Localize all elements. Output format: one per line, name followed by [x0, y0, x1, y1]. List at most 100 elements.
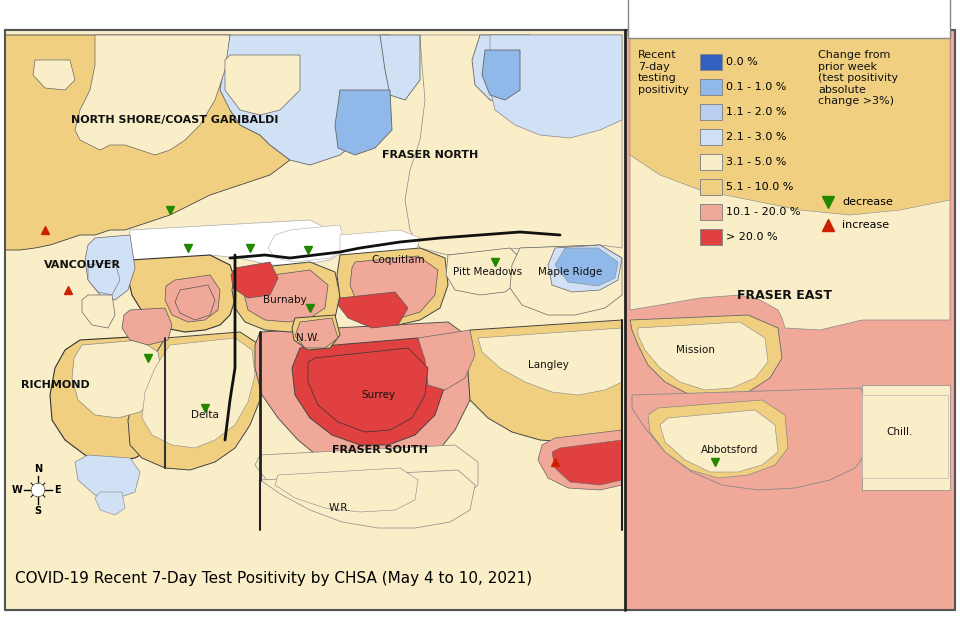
Text: W.R.: W.R. [328, 503, 351, 513]
Polygon shape [255, 445, 478, 515]
Bar [700, 129, 722, 145]
Text: Delta: Delta [191, 410, 219, 420]
Polygon shape [510, 245, 622, 315]
Text: W: W [12, 485, 22, 495]
Bar [700, 179, 722, 195]
Polygon shape [625, 30, 955, 610]
Polygon shape [660, 410, 778, 472]
Text: > 20.0 %: > 20.0 % [726, 232, 778, 242]
Polygon shape [5, 30, 625, 610]
Text: FRASER EAST: FRASER EAST [737, 289, 832, 301]
Text: S: S [35, 506, 41, 516]
Text: Surrey: Surrey [361, 390, 396, 400]
Polygon shape [5, 35, 290, 250]
Polygon shape [165, 275, 220, 322]
Polygon shape [350, 256, 438, 318]
Text: decrease: decrease [842, 197, 893, 207]
Polygon shape [638, 322, 768, 390]
Text: 10.1 - 20.0 %: 10.1 - 20.0 % [726, 207, 801, 217]
Text: COVID-19 Recent 7-Day Test Positivity by CHSA (May 4 to 10, 2021): COVID-19 Recent 7-Day Test Positivity by… [15, 570, 532, 586]
Text: FRASER NORTH: FRASER NORTH [382, 150, 478, 160]
Polygon shape [232, 262, 340, 332]
Polygon shape [862, 385, 950, 490]
Circle shape [32, 484, 44, 496]
Polygon shape [405, 35, 622, 255]
Polygon shape [175, 285, 215, 320]
Polygon shape [482, 50, 520, 100]
Text: 2.1 - 3.0 %: 2.1 - 3.0 % [726, 132, 786, 142]
Polygon shape [225, 55, 300, 115]
Polygon shape [82, 295, 115, 328]
Text: 5.1 - 10.0 %: 5.1 - 10.0 % [726, 182, 793, 192]
Polygon shape [478, 328, 622, 395]
Text: 1.1 - 2.0 %: 1.1 - 2.0 % [726, 107, 786, 117]
Polygon shape [380, 35, 420, 100]
Text: 3.1 - 5.0 %: 3.1 - 5.0 % [726, 157, 786, 167]
Polygon shape [75, 35, 230, 155]
Polygon shape [472, 35, 530, 105]
Polygon shape [50, 335, 190, 462]
Polygon shape [862, 395, 948, 478]
Polygon shape [128, 332, 265, 470]
Text: Langley: Langley [528, 360, 568, 370]
Polygon shape [335, 90, 392, 155]
Polygon shape [231, 262, 278, 298]
Text: 0.0 %: 0.0 % [726, 57, 757, 67]
Polygon shape [295, 318, 338, 348]
Text: N.W.: N.W. [297, 333, 320, 343]
Bar [700, 104, 722, 120]
Polygon shape [255, 322, 475, 472]
Polygon shape [292, 315, 340, 350]
Text: N: N [34, 464, 42, 474]
Text: Maple Ridge: Maple Ridge [538, 267, 602, 277]
Text: Recent
7-day
testing
positivity: Recent 7-day testing positivity [638, 50, 689, 95]
Text: Abbotsford: Abbotsford [702, 445, 758, 455]
Polygon shape [244, 270, 328, 322]
Polygon shape [142, 338, 255, 448]
Polygon shape [552, 440, 622, 485]
Polygon shape [220, 35, 390, 165]
FancyBboxPatch shape [628, 0, 950, 38]
Polygon shape [340, 230, 420, 268]
Polygon shape [418, 330, 475, 390]
Text: NORTH SHORE/COAST GARIBALDI: NORTH SHORE/COAST GARIBALDI [71, 115, 278, 125]
Polygon shape [338, 292, 408, 328]
Polygon shape [648, 400, 788, 478]
Text: RICHMOND: RICHMOND [20, 380, 89, 390]
Polygon shape [488, 35, 622, 138]
Polygon shape [632, 388, 870, 490]
Polygon shape [95, 492, 125, 515]
Polygon shape [468, 320, 622, 442]
Text: Mission: Mission [676, 345, 714, 355]
Bar [700, 154, 722, 170]
Text: Chill.: Chill. [887, 427, 913, 437]
Polygon shape [128, 220, 345, 270]
Polygon shape [128, 255, 235, 332]
Polygon shape [630, 315, 782, 398]
Polygon shape [555, 248, 618, 286]
Text: VANCOUVER: VANCOUVER [43, 260, 121, 270]
Polygon shape [630, 35, 950, 330]
Text: Pitt Meadows: Pitt Meadows [453, 267, 522, 277]
Polygon shape [72, 340, 162, 418]
Bar [700, 229, 722, 245]
Polygon shape [630, 35, 950, 215]
Polygon shape [548, 245, 622, 292]
Polygon shape [260, 470, 475, 528]
Polygon shape [33, 60, 75, 90]
Text: Change from
prior week
(test positivity
absolute
change >3%): Change from prior week (test positivity … [818, 50, 899, 106]
Text: increase: increase [842, 220, 889, 230]
Polygon shape [85, 235, 135, 300]
Text: Coquitlam: Coquitlam [372, 255, 425, 265]
Text: 0.1 - 1.0 %: 0.1 - 1.0 % [726, 82, 786, 92]
Bar [700, 54, 722, 70]
Polygon shape [275, 468, 418, 512]
Polygon shape [88, 262, 120, 295]
Polygon shape [268, 225, 345, 262]
Text: E: E [54, 485, 60, 495]
Polygon shape [308, 348, 428, 432]
Polygon shape [292, 338, 445, 445]
Polygon shape [337, 248, 448, 325]
Bar [700, 204, 722, 220]
Text: FRASER SOUTH: FRASER SOUTH [332, 445, 428, 455]
